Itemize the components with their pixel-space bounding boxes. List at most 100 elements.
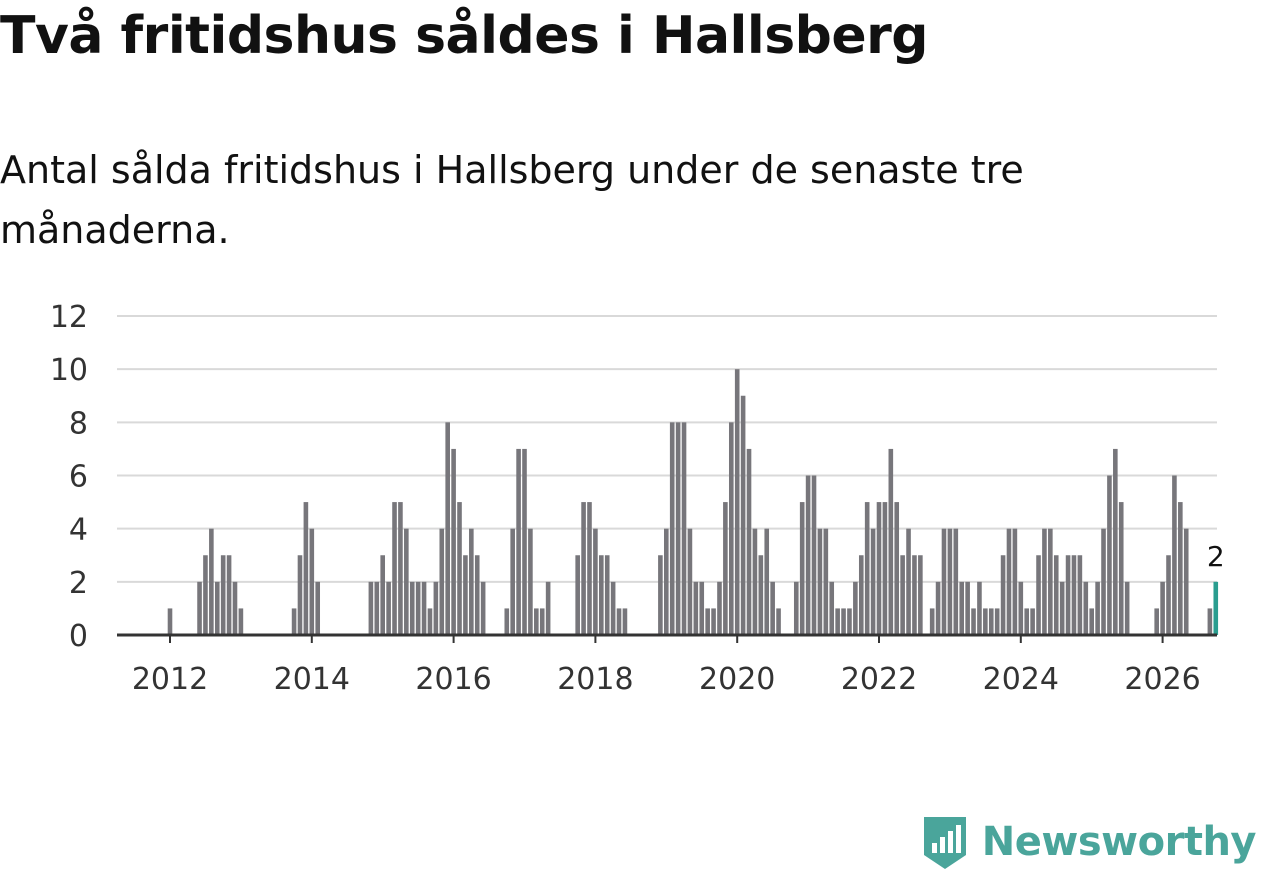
bar	[1172, 475, 1177, 635]
chart-title: Två fritidshus såldes i Hallsberg	[0, 6, 929, 66]
bar	[1048, 528, 1053, 635]
bar	[764, 528, 770, 635]
bar	[214, 581, 220, 635]
bar	[474, 555, 480, 635]
y-tick-label: 12	[50, 300, 88, 335]
bar	[238, 608, 244, 635]
bar	[593, 528, 598, 635]
bar	[309, 528, 315, 635]
bar	[303, 502, 309, 635]
x-tick-label: 2014	[274, 662, 350, 697]
bar	[1124, 581, 1130, 635]
x-tick-label: 2012	[132, 662, 208, 697]
bar	[664, 528, 669, 635]
bar	[971, 608, 976, 635]
gridlines	[117, 315, 1217, 583]
bar	[522, 448, 527, 635]
bar	[959, 581, 965, 635]
bar	[1053, 555, 1059, 635]
bar	[977, 581, 982, 635]
bar	[1071, 555, 1077, 635]
bar	[912, 555, 917, 635]
y-tick-label: 2	[69, 566, 88, 601]
bar	[693, 581, 699, 635]
bar	[1012, 528, 1018, 635]
y-tick-label: 0	[69, 619, 88, 654]
bar	[935, 581, 941, 635]
bar	[699, 581, 705, 635]
bar	[220, 555, 226, 635]
bar	[918, 555, 923, 635]
bar	[841, 608, 846, 635]
bar	[534, 608, 539, 635]
bar	[1018, 581, 1024, 635]
bar	[758, 555, 764, 635]
bar	[1183, 528, 1189, 635]
bar	[1113, 448, 1118, 635]
bar	[858, 555, 864, 635]
bar	[853, 581, 858, 635]
bar	[226, 555, 232, 635]
bar	[528, 528, 533, 635]
bar	[965, 581, 970, 635]
bars	[167, 369, 1219, 635]
bar	[829, 581, 835, 635]
y-tick-label: 10	[50, 353, 88, 388]
bar	[746, 448, 752, 635]
bar	[711, 608, 716, 635]
bar	[315, 581, 321, 635]
bar	[539, 608, 545, 635]
bar	[386, 581, 391, 635]
bar	[516, 448, 521, 635]
bar	[439, 528, 445, 635]
bar	[847, 608, 852, 635]
x-tick-label: 2026	[1124, 662, 1200, 697]
bar	[1089, 608, 1094, 635]
bar	[587, 502, 592, 635]
bar	[994, 608, 1000, 635]
bar	[1077, 555, 1083, 635]
bar	[894, 502, 900, 635]
bar	[1030, 608, 1035, 635]
bar	[728, 422, 734, 635]
bar	[445, 422, 450, 635]
bar	[770, 581, 775, 635]
bar	[510, 528, 515, 635]
bar	[835, 608, 840, 635]
bar	[669, 422, 675, 635]
x-axis-ticks: 2012 2014 2016 2018 2020 2022 2024 2026	[132, 635, 1201, 697]
bar	[469, 528, 474, 635]
bar	[368, 581, 374, 635]
bar	[409, 581, 415, 635]
bar	[776, 608, 781, 635]
bar	[870, 528, 876, 635]
bar	[581, 502, 586, 635]
y-tick-label: 8	[69, 406, 88, 441]
bar	[392, 502, 397, 635]
bar	[291, 608, 297, 635]
bar	[953, 528, 959, 635]
bar	[1065, 555, 1071, 635]
bar	[811, 475, 817, 635]
bar	[705, 608, 710, 635]
bar	[876, 502, 882, 635]
bar	[941, 528, 947, 635]
bar	[1059, 581, 1065, 635]
bar	[740, 395, 746, 635]
bar	[203, 555, 208, 635]
bar	[1118, 502, 1124, 635]
bar	[209, 528, 214, 635]
bar	[1024, 608, 1030, 635]
data-labels: 2	[1207, 540, 1225, 573]
x-tick-label: 2022	[841, 662, 917, 697]
bar	[805, 475, 811, 635]
bar	[752, 528, 758, 635]
bar	[380, 555, 385, 635]
bar	[374, 581, 380, 635]
bar	[1107, 475, 1112, 635]
bar	[864, 502, 870, 635]
chart-subtitle: Antal sålda fritidshus i Hallsberg under…	[0, 148, 1024, 252]
y-tick-label: 4	[69, 513, 88, 548]
bar	[1207, 608, 1213, 635]
bar	[616, 608, 622, 635]
